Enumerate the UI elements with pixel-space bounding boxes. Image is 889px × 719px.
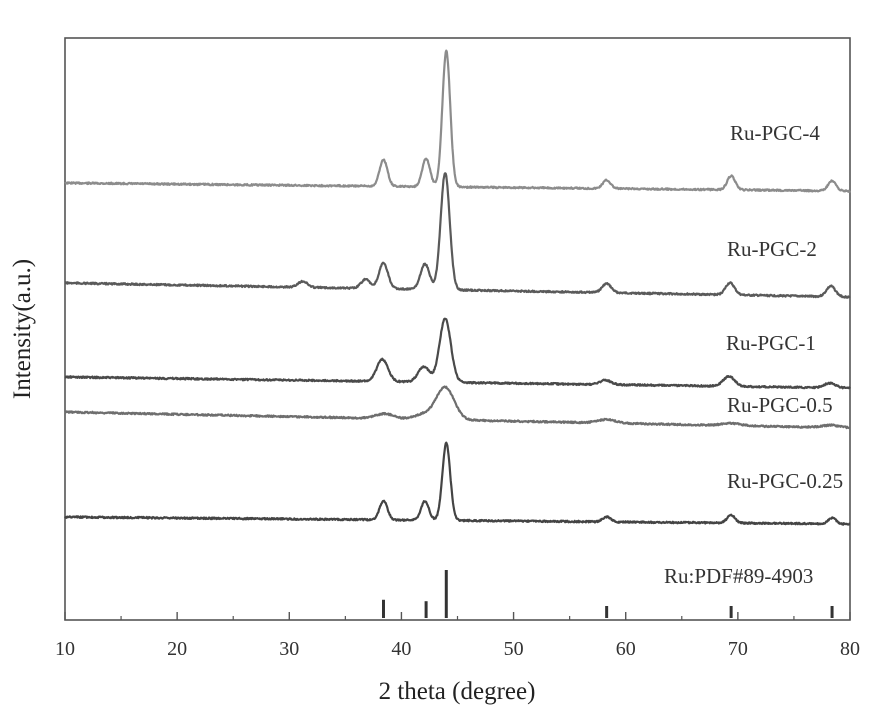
series-label-ru-pgc-0-25: Ru-PGC-0.25 [727, 469, 843, 493]
series-line-ru-pgc-2 [65, 173, 850, 297]
x-tick-label-30: 30 [279, 638, 299, 660]
x-tick-label-60: 60 [616, 638, 636, 660]
series-label-ru-pgc-1: Ru-PGC-1 [726, 331, 816, 355]
x-tick-label-40: 40 [391, 638, 411, 660]
series-label-ru-pgc-2: Ru-PGC-2 [727, 237, 817, 261]
x-tick-label-10: 10 [55, 638, 75, 660]
reference-label: Ru:PDF#89-4903 [664, 564, 813, 588]
series-label-ru-pgc-4: Ru-PGC-4 [730, 121, 820, 145]
series-label-ru-pgc-0-5: Ru-PGC-0.5 [727, 393, 833, 417]
x-tick-label-20: 20 [167, 638, 187, 660]
x-tick-label-70: 70 [728, 638, 748, 660]
x-tick-label-50: 50 [504, 638, 524, 660]
x-axis-title: 2 theta (degree) [379, 678, 536, 705]
y-axis-title: Intensity(a.u.) [9, 259, 36, 399]
x-tick-label-80: 80 [840, 638, 860, 660]
